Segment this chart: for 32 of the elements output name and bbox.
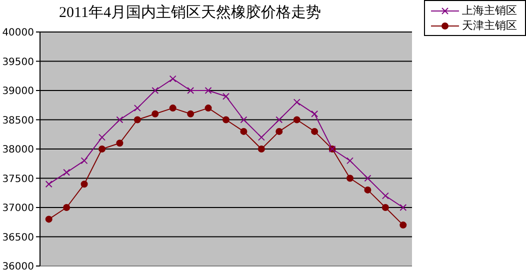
legend-label: 上海主销区 (462, 3, 517, 18)
point (400, 222, 407, 229)
point (222, 116, 230, 124)
y-tick-label: 36500 (2, 232, 34, 244)
point (240, 128, 248, 135)
point (45, 216, 52, 223)
y-tick-label: 36000 (2, 262, 34, 272)
point (364, 186, 372, 194)
point (311, 128, 318, 135)
y-tick-label: 38000 (2, 144, 34, 156)
point (346, 174, 354, 182)
point (187, 110, 194, 118)
point (258, 146, 265, 152)
point (63, 204, 70, 211)
y-tick-label: 38500 (2, 115, 34, 126)
point (293, 116, 300, 124)
point (204, 104, 212, 112)
y-tick-label: 37500 (2, 174, 34, 185)
point (134, 116, 141, 124)
y-tick-label: 37000 (2, 203, 34, 214)
point (382, 204, 389, 211)
point (80, 180, 88, 188)
chart-title: 2011年4月国内主销区天然橡胶价格走势 (58, 3, 322, 22)
y-tick-label: 39000 (2, 86, 34, 98)
point (98, 146, 106, 152)
point (276, 128, 283, 135)
y-tick-label: 40000 (2, 28, 34, 39)
y-tick-label: 39500 (2, 56, 34, 68)
point (152, 110, 159, 118)
legend-label: 天津主销区 (462, 18, 517, 33)
point (116, 140, 124, 147)
point (169, 104, 176, 112)
